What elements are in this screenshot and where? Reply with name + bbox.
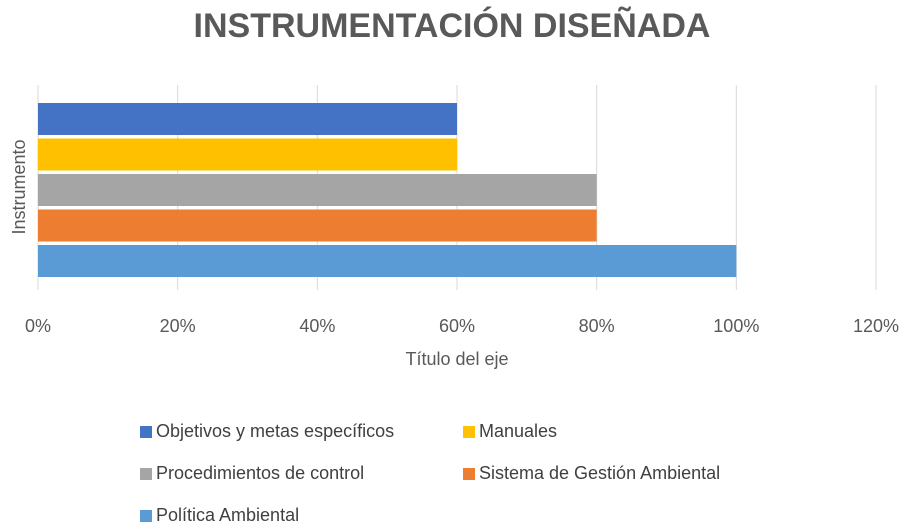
bar [38, 174, 597, 206]
legend-label: Manuales [479, 421, 557, 441]
legend-label: Objetivos y metas específicos [156, 421, 394, 441]
x-tick-label: 60% [439, 316, 475, 336]
bar [38, 103, 457, 135]
legend-swatch [140, 426, 152, 438]
legend-label: Política Ambiental [156, 505, 299, 525]
bar [38, 209, 597, 242]
x-tick-label: 40% [299, 316, 335, 336]
x-tick-label: 80% [579, 316, 615, 336]
bar [38, 245, 737, 277]
bar [38, 138, 457, 171]
chart-title: INSTRUMENTACIÓN DISEÑADA [194, 7, 711, 45]
legend-swatch [463, 468, 475, 480]
x-tick-label: 120% [853, 316, 899, 336]
legend-label: Procedimientos de control [156, 463, 364, 483]
legend-swatch [140, 468, 152, 480]
x-tick-label: 0% [25, 316, 51, 336]
legend-label: Sistema de Gestión Ambiental [479, 463, 720, 483]
y-axis-title: Instrumento [9, 139, 29, 234]
x-tick-label: 100% [713, 316, 759, 336]
x-tick-label: 20% [160, 316, 196, 336]
legend-swatch [140, 510, 152, 522]
legend-swatch [463, 426, 475, 438]
x-axis-title: Título del eje [405, 349, 508, 369]
